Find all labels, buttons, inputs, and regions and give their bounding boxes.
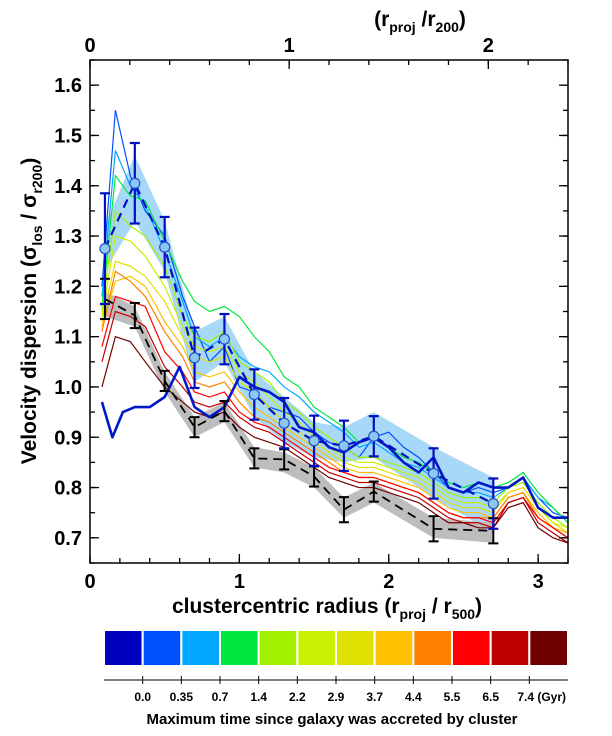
blue-band — [104, 155, 494, 533]
colorbar-swatch — [219, 629, 260, 667]
colorbar-swatch — [451, 629, 492, 667]
blue-point-marker — [338, 440, 350, 452]
x-axis-label: clustercentric radius (rproj / r500) — [172, 595, 482, 622]
bold-blue-line — [100, 365, 568, 520]
y-axis-label: Velocity dispersion (σlos / σr200) — [18, 158, 45, 465]
blue-point-marker — [368, 430, 380, 442]
colorbar-tick-label: 2.9 — [328, 690, 345, 704]
colorbar-tick-label: 7.4 (Gyr) — [517, 690, 566, 704]
x-tick-label: 2 — [383, 571, 394, 593]
y-tick-label: 0.9 — [54, 427, 82, 449]
colorbar-swatch — [141, 629, 183, 667]
blue-point-marker — [188, 352, 201, 364]
colorbar-swatch — [103, 629, 144, 667]
colorbar-swatch — [489, 629, 531, 667]
y-tick-label: 1.2 — [54, 276, 82, 298]
top-axis-label: (rproj /r200) — [374, 8, 466, 35]
shaded-bands — [104, 155, 494, 543]
line-series-7.4 — [101, 310, 568, 544]
colorbar-swatch — [528, 629, 569, 667]
y-tick-label: 0.7 — [54, 528, 82, 550]
blue-dashed-line — [103, 180, 494, 505]
y-tick-label: 1.3 — [54, 226, 82, 248]
x-tick-label: 3 — [533, 571, 544, 593]
line-series-0.7 — [101, 150, 568, 524]
colorbar-swatch — [180, 629, 221, 667]
line-series-4.4 — [101, 275, 568, 534]
blue-point-marker — [129, 177, 141, 189]
y-tick-label: 1.6 — [54, 75, 82, 97]
blue-point-marker — [427, 467, 440, 480]
colorbar-tick-label: 0.0 — [134, 690, 151, 704]
colorbar-swatch — [373, 629, 415, 667]
line-series-1.4 — [101, 174, 568, 524]
axis-ticks: 0 1 2 30.70.80.91.01.11.21.31.41.51.60 1 2 — [54, 35, 569, 593]
blue-point-marker — [308, 435, 320, 447]
colorbar-swatch — [335, 629, 376, 667]
colorbar-tick-label: 5.5 — [444, 690, 461, 704]
top-tick-label: 0 — [84, 35, 95, 57]
colorbar: 0.0 0.35 0.7 1.4 2.2 2.9 3.7 4.4 5.5 6.5 7.4 (Gyr) — [103, 629, 569, 704]
data-points — [99, 141, 499, 545]
blue-point-marker — [159, 241, 171, 253]
blue-point-marker — [248, 388, 260, 401]
blue-point-marker — [487, 498, 499, 510]
gray-band — [104, 291, 494, 543]
blue-point-marker — [99, 243, 111, 255]
top-tick-label: 1 — [284, 35, 295, 57]
y-tick-label: 1.4 — [54, 176, 83, 198]
colorbar-swatch — [257, 629, 299, 667]
y-tick-label: 0.8 — [54, 478, 82, 500]
blue-point-marker — [278, 417, 290, 429]
bold-line-series — [100, 365, 568, 520]
y-tick-label: 1.0 — [54, 377, 82, 399]
colorbar-tick-label: 6.5 — [482, 690, 499, 704]
x-tick-label: 0 — [84, 571, 95, 593]
blue-point-marker — [218, 333, 231, 345]
colorbar-tick-label: 3.7 — [366, 690, 383, 704]
colorbar-tick-label: 0.7 — [212, 690, 229, 704]
y-tick-label: 1.1 — [54, 327, 82, 349]
line-series-6.5 — [101, 295, 568, 539]
top-tick-label: 2 — [483, 35, 494, 57]
y-tick-label: 1.5 — [54, 125, 82, 147]
colorbar-tick-label: 4.4 — [405, 690, 422, 704]
colorbar-tick-label: 0.35 — [170, 690, 194, 704]
colorbar-swatch — [296, 629, 338, 667]
line-series-3.7 — [101, 260, 568, 534]
colorbar-swatch — [412, 629, 454, 667]
colorbar-tick-label: 2.2 — [289, 690, 306, 704]
colorbar-tick-label: 1.4 — [250, 690, 267, 704]
x-tick-label: 1 — [234, 571, 245, 593]
colorbar-title: Maximum time since galaxy was accreted b… — [146, 711, 517, 728]
